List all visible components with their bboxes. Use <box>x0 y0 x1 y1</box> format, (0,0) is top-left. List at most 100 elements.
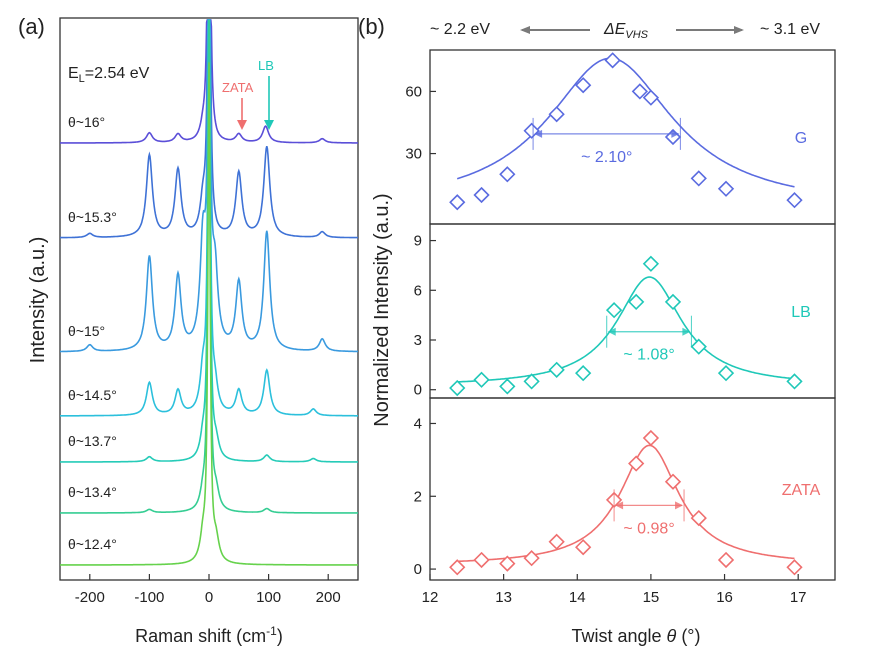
fwhm-marker <box>613 489 685 522</box>
right-energy-label: ~ 3.1 eV <box>760 21 820 38</box>
y-tick-label: 3 <box>414 332 422 349</box>
series-label: G <box>795 130 807 147</box>
data-point <box>499 555 516 572</box>
data-point <box>786 559 803 576</box>
data-point <box>642 89 660 106</box>
x-tick-label: 100 <box>256 589 281 606</box>
data-point <box>499 378 516 395</box>
x-tick-label: -100 <box>134 589 164 606</box>
panel-a-x-axis-label: Raman shift (cm-1) <box>135 624 283 646</box>
lb-arrowhead <box>264 120 274 130</box>
y-tick-label: 6 <box>414 282 422 299</box>
data-point <box>575 77 592 94</box>
y-tick-label: 0 <box>414 382 422 399</box>
subplot-frame <box>429 49 836 225</box>
trace-label: θ~13.7° <box>68 433 117 449</box>
subplot-g: 30 60 ~ 2.10° G <box>405 49 836 225</box>
data-point <box>548 106 565 123</box>
zata-peak-label: ZATA <box>222 80 254 95</box>
data-point <box>499 166 516 183</box>
x-tick-label: 0 <box>205 589 213 606</box>
spectrum-trace <box>60 62 358 566</box>
trace-label: θ~15.3° <box>68 209 117 225</box>
delta-evhs-label: ΔEVHS <box>603 21 649 41</box>
panel-b-x-ticks: 12 13 14 15 16 17 <box>422 574 807 606</box>
trace-label: θ~13.4° <box>68 484 117 500</box>
fwhm-label: ~ 0.98° <box>623 520 674 537</box>
laser-energy-label: EL=2.54 eV <box>68 65 150 85</box>
x-tick-label: -200 <box>75 589 105 606</box>
trace-label: θ~12.4° <box>68 536 117 552</box>
fit-curve <box>457 444 795 563</box>
fwhm-marker <box>532 117 681 150</box>
data-point <box>628 293 645 311</box>
fit-curve <box>456 57 795 188</box>
fwhm-label: ~ 2.10° <box>581 149 632 166</box>
data-point <box>642 255 660 272</box>
data-point <box>548 533 565 550</box>
data-point <box>523 373 540 390</box>
y-tick-label: 60 <box>405 83 422 100</box>
panel-b-label: (b) <box>358 14 385 39</box>
panel-a-trace-labels: θ~16° θ~15.3° θ~15° θ~14.5° θ~13.7° θ~13.4° θ~… <box>68 114 117 552</box>
data-point <box>523 122 540 139</box>
trace-label: θ~15° <box>68 323 105 339</box>
data-point <box>717 365 735 382</box>
left-energy-label: ~ 2.2 eV <box>430 21 490 38</box>
data-point <box>604 52 621 69</box>
data-point <box>473 551 490 569</box>
data-point <box>717 180 735 197</box>
subplot-frame <box>429 397 836 581</box>
data-point <box>690 509 707 527</box>
zata-arrowhead <box>237 120 247 130</box>
data-point <box>628 455 645 472</box>
x-tick-label: 12 <box>422 589 439 606</box>
data-point <box>523 550 540 567</box>
x-tick-label: 13 <box>495 589 512 606</box>
data-point <box>690 170 707 187</box>
panel-b-x-axis-label: Twist angle θ (°) <box>572 626 701 646</box>
data-point <box>717 551 735 569</box>
data-point <box>642 429 660 447</box>
data-point <box>449 559 466 576</box>
y-tick-label: 0 <box>414 561 422 578</box>
panel-a-label: (a) <box>18 14 45 39</box>
panel-a-x-ticks: -200 -100 0 100 200 <box>75 574 341 606</box>
data-point <box>786 192 803 209</box>
data-point <box>664 293 682 311</box>
data-point <box>605 302 623 319</box>
subplot-frame <box>429 223 836 399</box>
spectrum-trace <box>60 19 358 514</box>
y-tick-label: 9 <box>414 233 422 250</box>
lb-peak-label: LB <box>258 58 274 73</box>
data-point <box>575 365 592 382</box>
data-point <box>473 371 490 388</box>
x-tick-label: 17 <box>790 589 807 606</box>
panel-a-y-axis-label: Intensity (a.u.) <box>27 237 49 364</box>
trace-label: θ~14.5° <box>68 387 117 403</box>
fwhm-label: ~ 1.08° <box>623 347 674 364</box>
series-label: ZATA <box>782 482 821 499</box>
panel-b-subplots: 30 60 ~ 2.10° G 0 3 6 9 ~ 1.08° LB 0 2 4 ~ 0.98° ZATA <box>405 49 836 581</box>
x-tick-label: 15 <box>643 589 660 606</box>
fwhm-marker <box>606 315 692 348</box>
data-point <box>786 373 803 390</box>
subplot-zata: 0 2 4 ~ 0.98° ZATA <box>414 397 836 581</box>
data-point <box>690 338 707 355</box>
y-tick-label: 2 <box>414 488 422 505</box>
fit-curve <box>457 276 795 383</box>
panel-b-y-axis-label: Normalized Intensity (a.u.) <box>371 193 393 426</box>
subplot-lb: 0 3 6 9 ~ 1.08° LB <box>414 223 836 399</box>
panel-a-traces <box>60 19 358 566</box>
x-tick-label: 200 <box>316 589 341 606</box>
trace-label: θ~16° <box>68 114 105 130</box>
data-point <box>631 83 648 100</box>
x-tick-label: 16 <box>716 589 733 606</box>
data-point <box>575 539 592 556</box>
data-point <box>449 194 466 211</box>
data-point <box>548 361 565 378</box>
data-point <box>473 186 490 204</box>
data-point <box>664 473 682 490</box>
data-point <box>449 379 466 397</box>
